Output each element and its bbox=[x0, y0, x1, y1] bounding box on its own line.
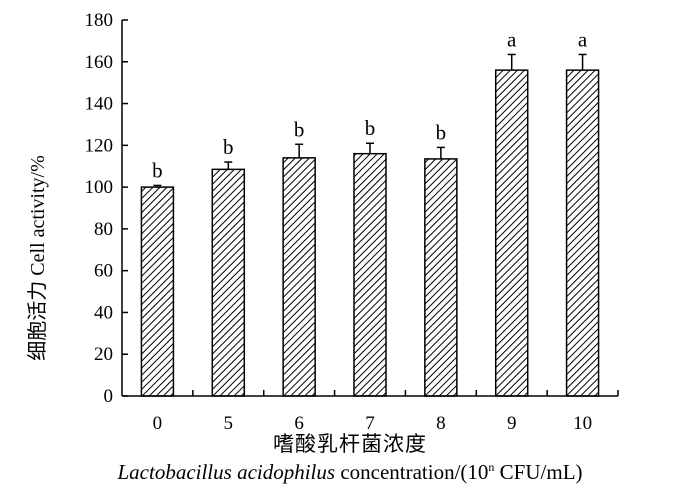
significance-label: b bbox=[294, 117, 305, 141]
bar bbox=[140, 186, 175, 397]
x-tick-label: 0 bbox=[153, 413, 163, 434]
x-tick-label: 6 bbox=[294, 413, 304, 434]
x-axis-title-species: Lactobacillus acidophilus bbox=[117, 460, 336, 484]
bar bbox=[282, 157, 316, 397]
y-tick-label: 80 bbox=[94, 219, 113, 240]
y-tick-label: 0 bbox=[104, 386, 114, 407]
x-axis-title-unit-suffix: CFU/mL) bbox=[494, 460, 583, 484]
x-tick-label: 9 bbox=[507, 413, 517, 434]
y-axis-ticks: 0 20 40 60 80 100 120 140 160 180 bbox=[85, 10, 128, 407]
y-tick-label: 160 bbox=[85, 52, 114, 73]
bar bbox=[494, 69, 529, 397]
y-tick-label: 100 bbox=[85, 177, 114, 198]
y-tick-label: 180 bbox=[85, 10, 114, 31]
x-tick-label: 10 bbox=[573, 413, 592, 434]
x-axis-title-chinese: 嗜酸乳杆菌浓度 bbox=[273, 432, 427, 456]
significance-label: b bbox=[365, 116, 376, 140]
bar bbox=[211, 168, 246, 397]
bars: b b b b b a a bbox=[140, 27, 600, 397]
significance-label: b bbox=[436, 120, 447, 144]
significance-label: b bbox=[223, 135, 234, 159]
x-tick-label: 7 bbox=[365, 413, 375, 434]
y-tick-label: 60 bbox=[94, 261, 113, 282]
y-tick-label: 20 bbox=[94, 344, 113, 365]
y-tick-label: 40 bbox=[94, 302, 113, 323]
x-tick-label: 5 bbox=[224, 413, 234, 434]
significance-label: b bbox=[152, 158, 163, 182]
y-tick-label: 140 bbox=[85, 94, 114, 115]
x-axis-title-english: Lactobacillus acidophilus concentration/… bbox=[0, 460, 700, 485]
bar bbox=[353, 152, 387, 397]
significance-label: a bbox=[507, 27, 517, 51]
x-axis-title-unit: concentration/(10 bbox=[335, 460, 489, 484]
x-axis-title-exponent: n bbox=[488, 460, 495, 474]
x-tick-label: 8 bbox=[436, 413, 446, 434]
y-tick-label: 120 bbox=[85, 135, 114, 156]
bar bbox=[565, 69, 600, 397]
y-axis-title: 细胞活力 Cell activity/% bbox=[26, 155, 49, 361]
bar bbox=[424, 158, 458, 397]
significance-label: a bbox=[578, 27, 588, 51]
x-axis-ticks: 0 5 6 7 8 9 10 bbox=[153, 390, 619, 434]
